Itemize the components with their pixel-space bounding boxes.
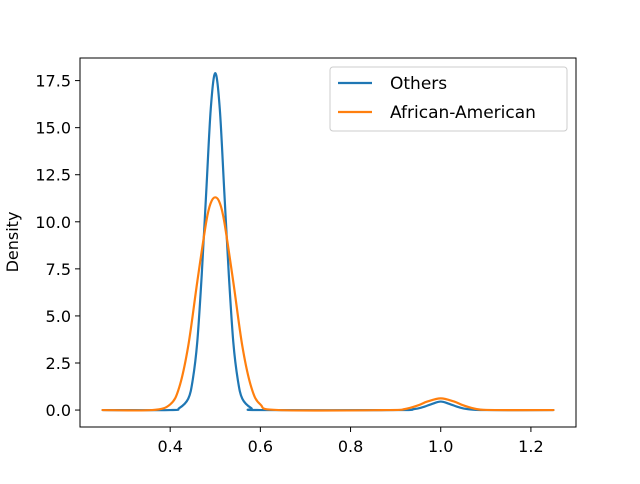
legend-label: African-American <box>390 103 536 123</box>
y-tick-label: 12.5 <box>35 166 71 185</box>
legend: Others African-American <box>329 66 568 132</box>
y-tick-label: 2.5 <box>46 354 71 373</box>
x-axis-ticks: 0.4 0.6 0.8 1.0 1.2 <box>157 427 544 456</box>
y-tick-label: 15.0 <box>35 119 71 138</box>
y-tick-label: 7.5 <box>46 260 71 279</box>
series-lines <box>101 71 555 412</box>
series-line-0 <box>101 71 555 412</box>
series-line-1 <box>101 196 555 412</box>
plot-frame <box>79 57 577 428</box>
y-tick-label: 17.5 <box>35 72 71 91</box>
y-tick-label: 5.0 <box>46 307 71 326</box>
legend-label: Others <box>390 74 447 94</box>
x-tick-label: 1.0 <box>428 437 453 456</box>
x-tick-label: 0.6 <box>248 437 273 456</box>
x-tick-label: 1.2 <box>518 437 543 456</box>
y-axis-label: Density <box>3 212 22 273</box>
x-tick-label: 0.8 <box>338 437 363 456</box>
y-tick-label: 10.0 <box>35 213 71 232</box>
y-tick-label: 0.0 <box>46 401 71 420</box>
legend-box <box>329 66 568 132</box>
x-tick-label: 0.4 <box>157 437 182 456</box>
y-axis-ticks: 0.0 2.5 5.0 7.5 10.0 12.5 15.0 17.5 <box>35 72 80 420</box>
